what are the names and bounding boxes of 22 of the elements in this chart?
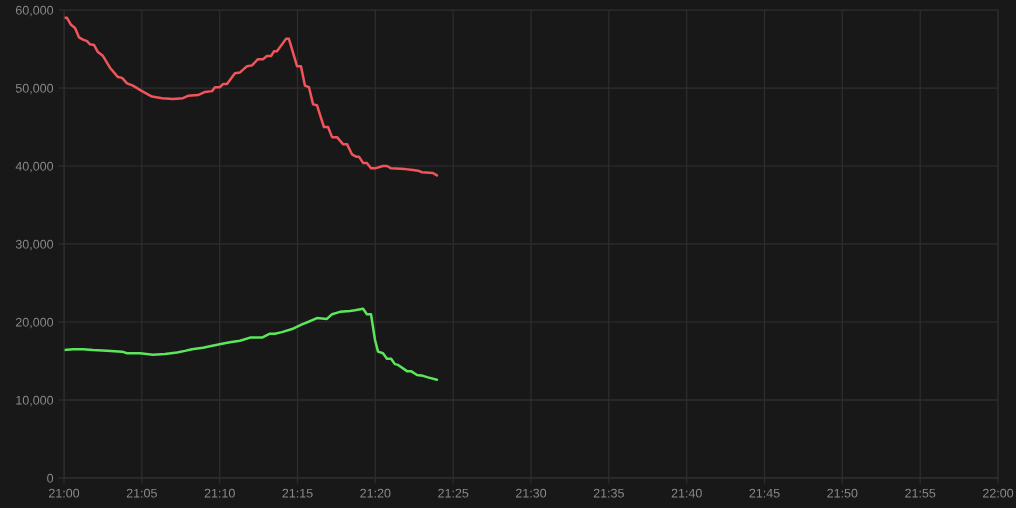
- x-tick-label: 22:00: [982, 488, 1014, 498]
- x-tick-label: 21:40: [671, 488, 702, 498]
- y-tick-label: 40,000: [15, 161, 54, 173]
- x-tick-label: 21:50: [827, 488, 858, 498]
- x-tick-label: 21:55: [905, 488, 936, 498]
- y-tick-label: 10,000: [16, 395, 54, 407]
- y-tick-label: 20,000: [15, 317, 54, 329]
- x-tick-label: 21:45: [749, 488, 780, 498]
- y-tick-label: 60,000: [15, 5, 54, 17]
- line-series: [64, 16, 439, 177]
- x-tick-label: 21:10: [204, 488, 235, 498]
- x-tick-label: 21:20: [360, 488, 391, 498]
- x-tick-label: 21:00: [48, 488, 80, 498]
- y-tick-label: 30,000: [15, 239, 54, 251]
- x-tick-label: 21:05: [126, 488, 157, 498]
- x-tick-label: 21:30: [515, 488, 547, 498]
- x-tick-label: 21:35: [593, 488, 624, 498]
- y-tick-label: 50,000: [15, 83, 54, 95]
- x-tick-label: 21:25: [438, 488, 469, 498]
- x-tick-label: 21:15: [282, 488, 313, 498]
- line-series: [64, 307, 439, 381]
- y-tick-label: 0: [47, 473, 54, 483]
